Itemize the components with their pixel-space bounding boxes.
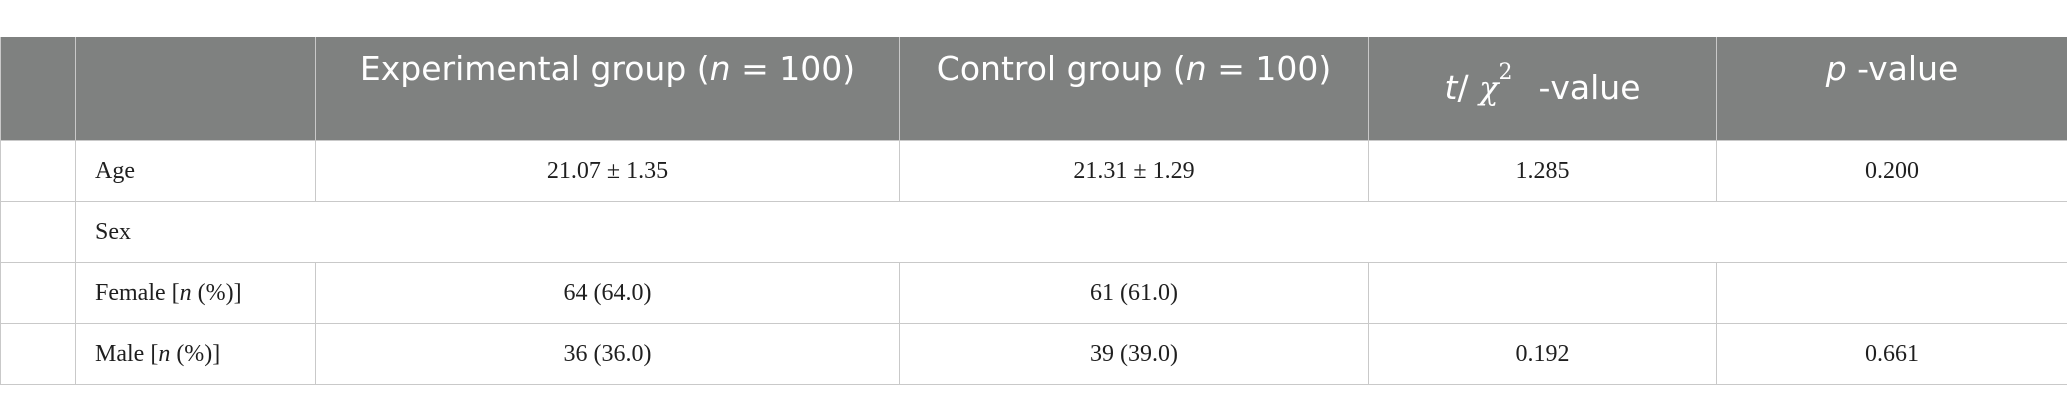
- stat-cell: 1.285: [1368, 140, 1717, 202]
- header-blank-0: [0, 37, 76, 141]
- p-value-cell: 0.661: [1716, 323, 2067, 385]
- control-cell: 39 (39.0): [899, 323, 1369, 385]
- row-blank-cell: [0, 262, 76, 324]
- experimental-cell: 21.07 ± 1.35: [315, 140, 900, 202]
- experimental-cell: 36 (36.0): [315, 323, 900, 385]
- table-row-female: Female [n (%)] 64 (64.0) 61 (61.0): [0, 262, 2067, 324]
- table-header-row: Experimental group (n = 100) Control gro…: [0, 37, 2067, 141]
- header-test-statistic: t/ χ2 -value: [1368, 37, 1717, 141]
- demographics-table: Experimental group (n = 100) Control gro…: [0, 37, 2067, 385]
- p-value-cell: 0.200: [1716, 140, 2067, 202]
- row-blank-cell: [0, 201, 76, 263]
- control-cell: 61 (61.0): [899, 262, 1369, 324]
- header-experimental-group: Experimental group (n = 100): [315, 37, 900, 141]
- header-control-group: Control group (n = 100): [899, 37, 1369, 141]
- data-table-container: Experimental group (n = 100) Control gro…: [0, 37, 2067, 385]
- table-row-male: Male [n (%)] 36 (36.0) 39 (39.0) 0.192 0…: [0, 323, 2067, 385]
- header-blank-1: [75, 37, 316, 141]
- row-section-label: Sex: [75, 201, 2067, 263]
- header-p-value: p -value: [1716, 37, 2067, 141]
- experimental-cell: 64 (64.0): [315, 262, 900, 324]
- row-blank-cell: [0, 140, 76, 202]
- stat-cell: [1368, 262, 1717, 324]
- stat-cell: 0.192: [1368, 323, 1717, 385]
- row-blank-cell: [0, 323, 76, 385]
- row-label: Age: [75, 140, 316, 202]
- row-label: Male [n (%)]: [75, 323, 316, 385]
- table-row-age: Age 21.07 ± 1.35 21.31 ± 1.29 1.285 0.20…: [0, 140, 2067, 202]
- row-label: Female [n (%)]: [75, 262, 316, 324]
- table-row-sex: Sex: [0, 201, 2067, 263]
- control-cell: 21.31 ± 1.29: [899, 140, 1369, 202]
- p-value-cell: [1716, 262, 2067, 324]
